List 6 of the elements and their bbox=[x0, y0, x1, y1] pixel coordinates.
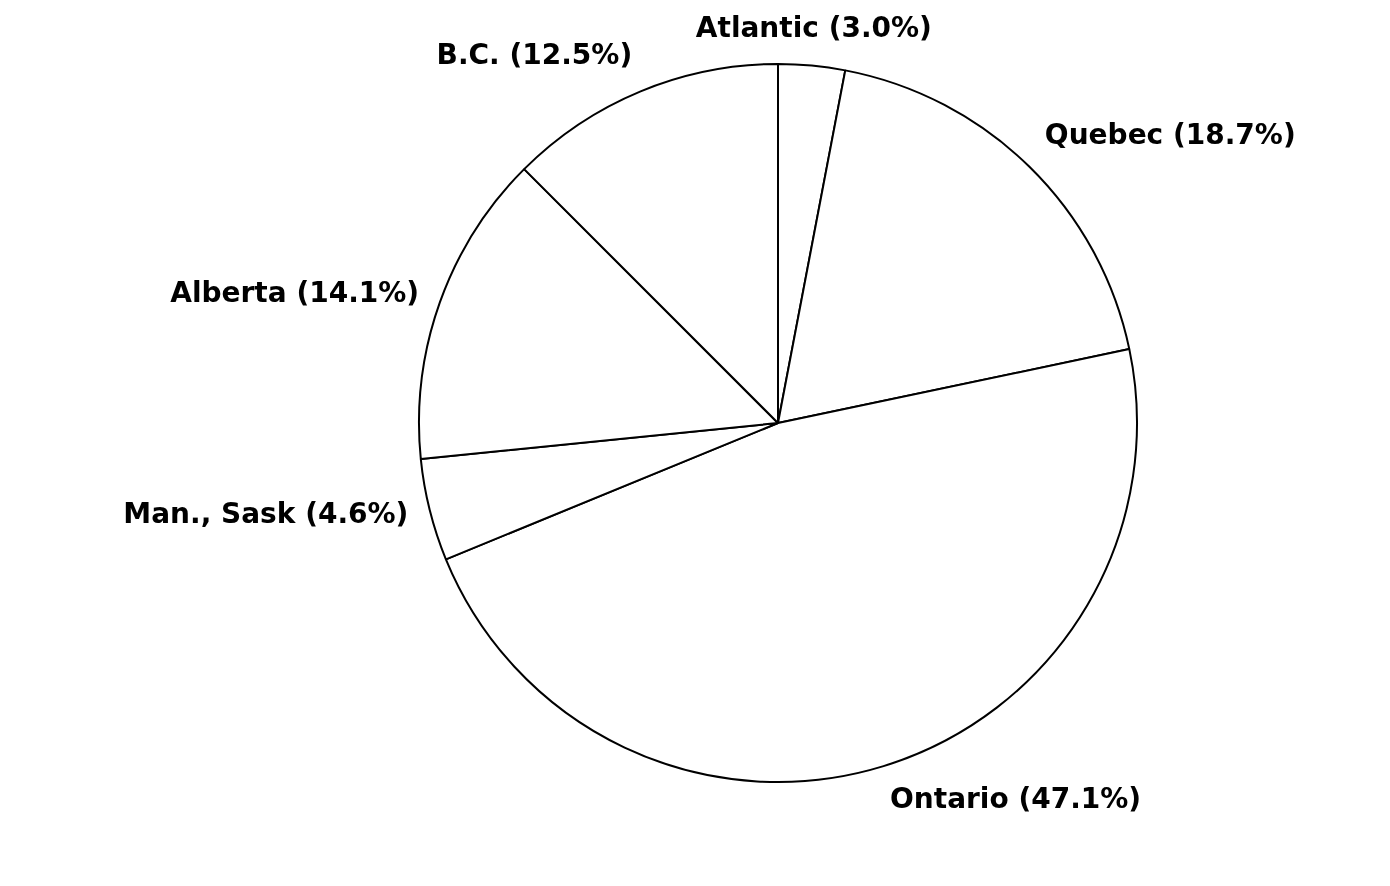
slice-label: Ontario (47.1%) bbox=[890, 782, 1142, 816]
slice-label: B.C. (12.5%) bbox=[436, 38, 633, 72]
slice-label: Man., Sask (4.6%) bbox=[123, 496, 409, 530]
slice-label: Alberta (14.1%) bbox=[170, 276, 420, 310]
slice-label: Quebec (18.7%) bbox=[1044, 118, 1296, 152]
slice-label: Atlantic (3.0%) bbox=[695, 10, 932, 44]
